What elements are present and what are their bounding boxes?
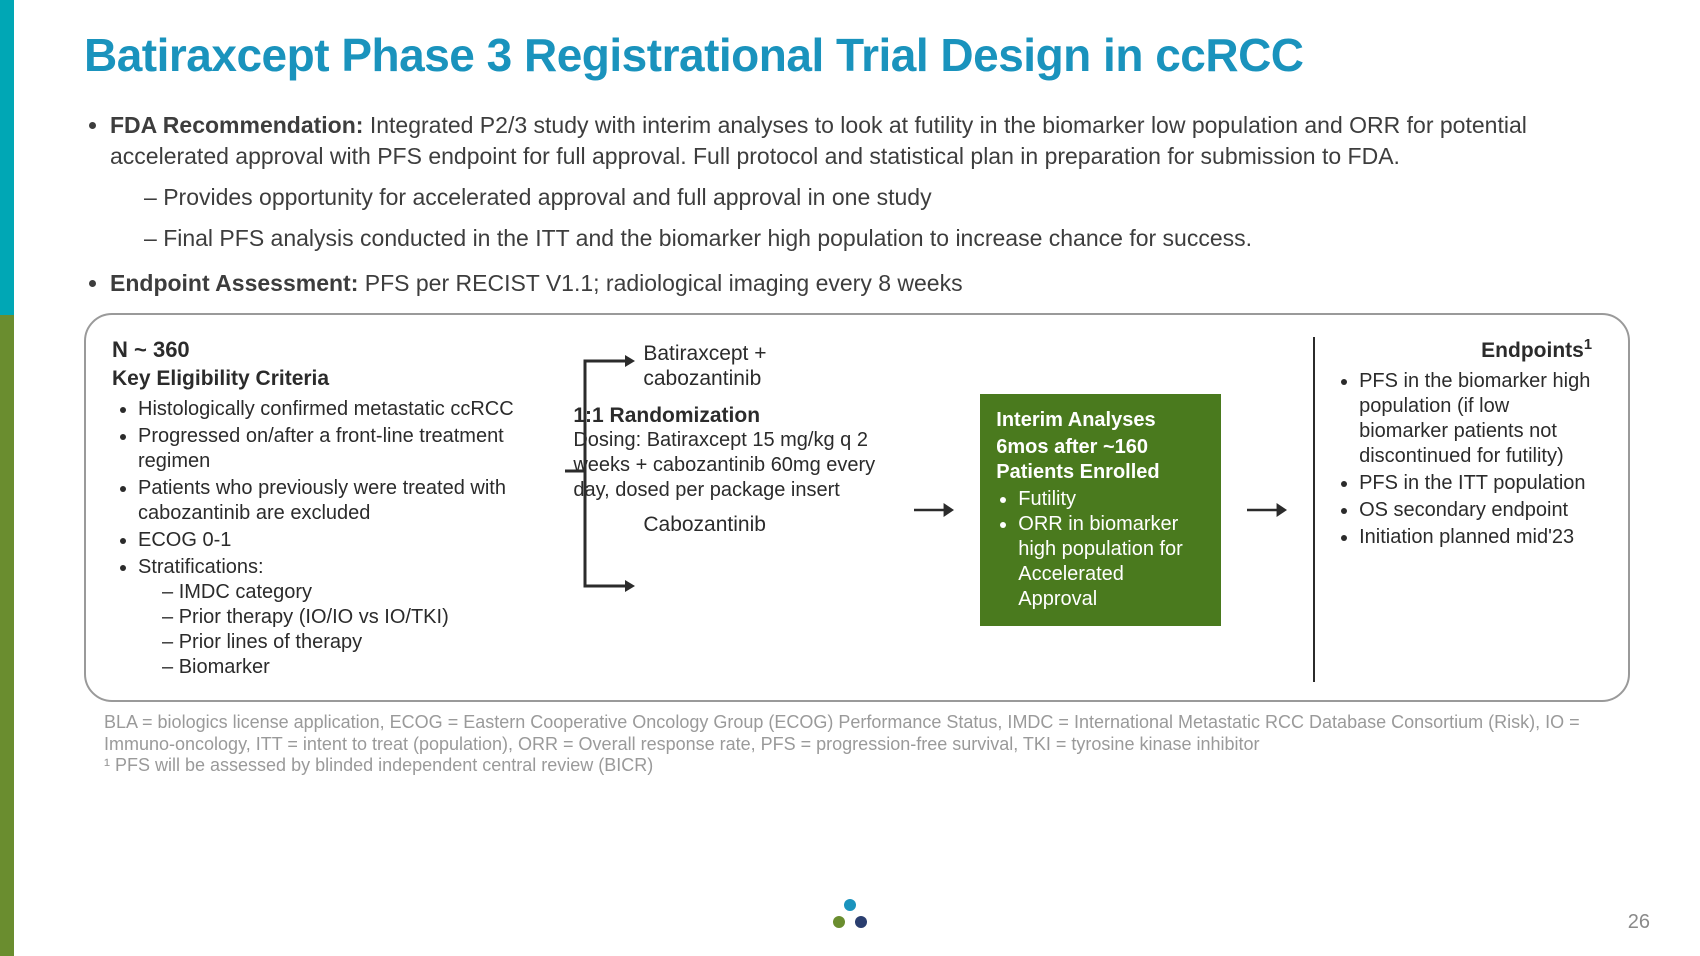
- endpoint-4: Initiation planned mid'23: [1359, 525, 1602, 550]
- endpoint-label: Endpoint Assessment:: [110, 270, 358, 296]
- randomization-fork-icon: [565, 341, 635, 601]
- company-logo-icon: [830, 897, 870, 938]
- n-line: N ~ 360: [112, 337, 547, 363]
- slide-content: Batiraxcept Phase 3 Registrational Trial…: [14, 0, 1700, 956]
- interim-column: Interim Analyses 6mos after ~160 Patient…: [980, 337, 1221, 682]
- footer-line2: ¹ PFS will be assessed by blinded indepe…: [104, 755, 1610, 777]
- interim-item-2: ORR in biomarker high population for Acc…: [1018, 512, 1205, 612]
- endpoints-column: Endpoints1 PFS in the biomarker high pop…: [1313, 337, 1602, 682]
- elig-5: Stratifications: IMDC category Prior the…: [138, 555, 547, 680]
- arrow-to-endpoints: [1247, 337, 1287, 682]
- fda-sub-1: Provides opportunity for accelerated app…: [144, 182, 1630, 213]
- footer-line1: BLA = biologics license application, ECO…: [104, 712, 1610, 755]
- endpoints-title: Endpoints1: [1337, 337, 1602, 363]
- endpoint-1: PFS in the biomarker high population (if…: [1359, 369, 1602, 469]
- arm1-label: Batiraxcept + cabozantinib: [643, 341, 863, 391]
- interim-hdr2: 6mos after ~160 Patients Enrolled: [996, 435, 1205, 485]
- endpoint-2: PFS in the ITT population: [1359, 471, 1602, 496]
- interim-analyses-box: Interim Analyses 6mos after ~160 Patient…: [980, 394, 1221, 626]
- arrow-right-icon: [914, 498, 954, 522]
- randomization-column: Batiraxcept + cabozantinib 1:1 Randomiza…: [573, 337, 888, 682]
- slide-title: Batiraxcept Phase 3 Registrational Trial…: [84, 28, 1630, 82]
- footer-definitions: BLA = biologics license application, ECO…: [84, 712, 1630, 777]
- strat-2: Prior therapy (IO/IO vs IO/TKI): [162, 605, 547, 630]
- eligibility-column: N ~ 360 Key Eligibility Criteria Histolo…: [112, 337, 547, 682]
- arm2-label: Cabozantinib: [643, 513, 888, 537]
- elig-3: Patients who previously were treated wit…: [138, 476, 547, 526]
- fda-sub-2: Final PFS analysis conducted in the ITT …: [144, 223, 1630, 254]
- interim-hdr1: Interim Analyses: [996, 408, 1205, 433]
- arrow-right-icon: [1247, 498, 1287, 522]
- interim-item-1: Futility: [1018, 487, 1205, 512]
- left-accent-bar: [0, 0, 14, 956]
- trial-design-diagram: N ~ 360 Key Eligibility Criteria Histolo…: [84, 313, 1630, 702]
- strat-3: Prior lines of therapy: [162, 630, 547, 655]
- elig-2: Progressed on/after a front-line treatme…: [138, 424, 547, 474]
- strat-4: Biomarker: [162, 655, 547, 680]
- key-eligibility-title: Key Eligibility Criteria: [112, 367, 547, 391]
- accent-green: [0, 315, 14, 956]
- body-text: FDA Recommendation: Integrated P2/3 stud…: [84, 110, 1630, 299]
- arrow-to-interim: [914, 337, 954, 682]
- endpoint-text: PFS per RECIST V1.1; radiological imagin…: [358, 270, 962, 296]
- bullet-endpoint: Endpoint Assessment: PFS per RECIST V1.1…: [110, 268, 1630, 299]
- fda-label: FDA Recommendation:: [110, 112, 363, 138]
- bullet-fda: FDA Recommendation: Integrated P2/3 stud…: [110, 110, 1630, 254]
- endpoint-3: OS secondary endpoint: [1359, 498, 1602, 523]
- page-number: 26: [1628, 911, 1650, 934]
- elig-1: Histologically confirmed metastatic ccRC…: [138, 397, 547, 422]
- elig-4: ECOG 0-1: [138, 528, 547, 553]
- strat-1: IMDC category: [162, 580, 547, 605]
- accent-teal: [0, 0, 14, 315]
